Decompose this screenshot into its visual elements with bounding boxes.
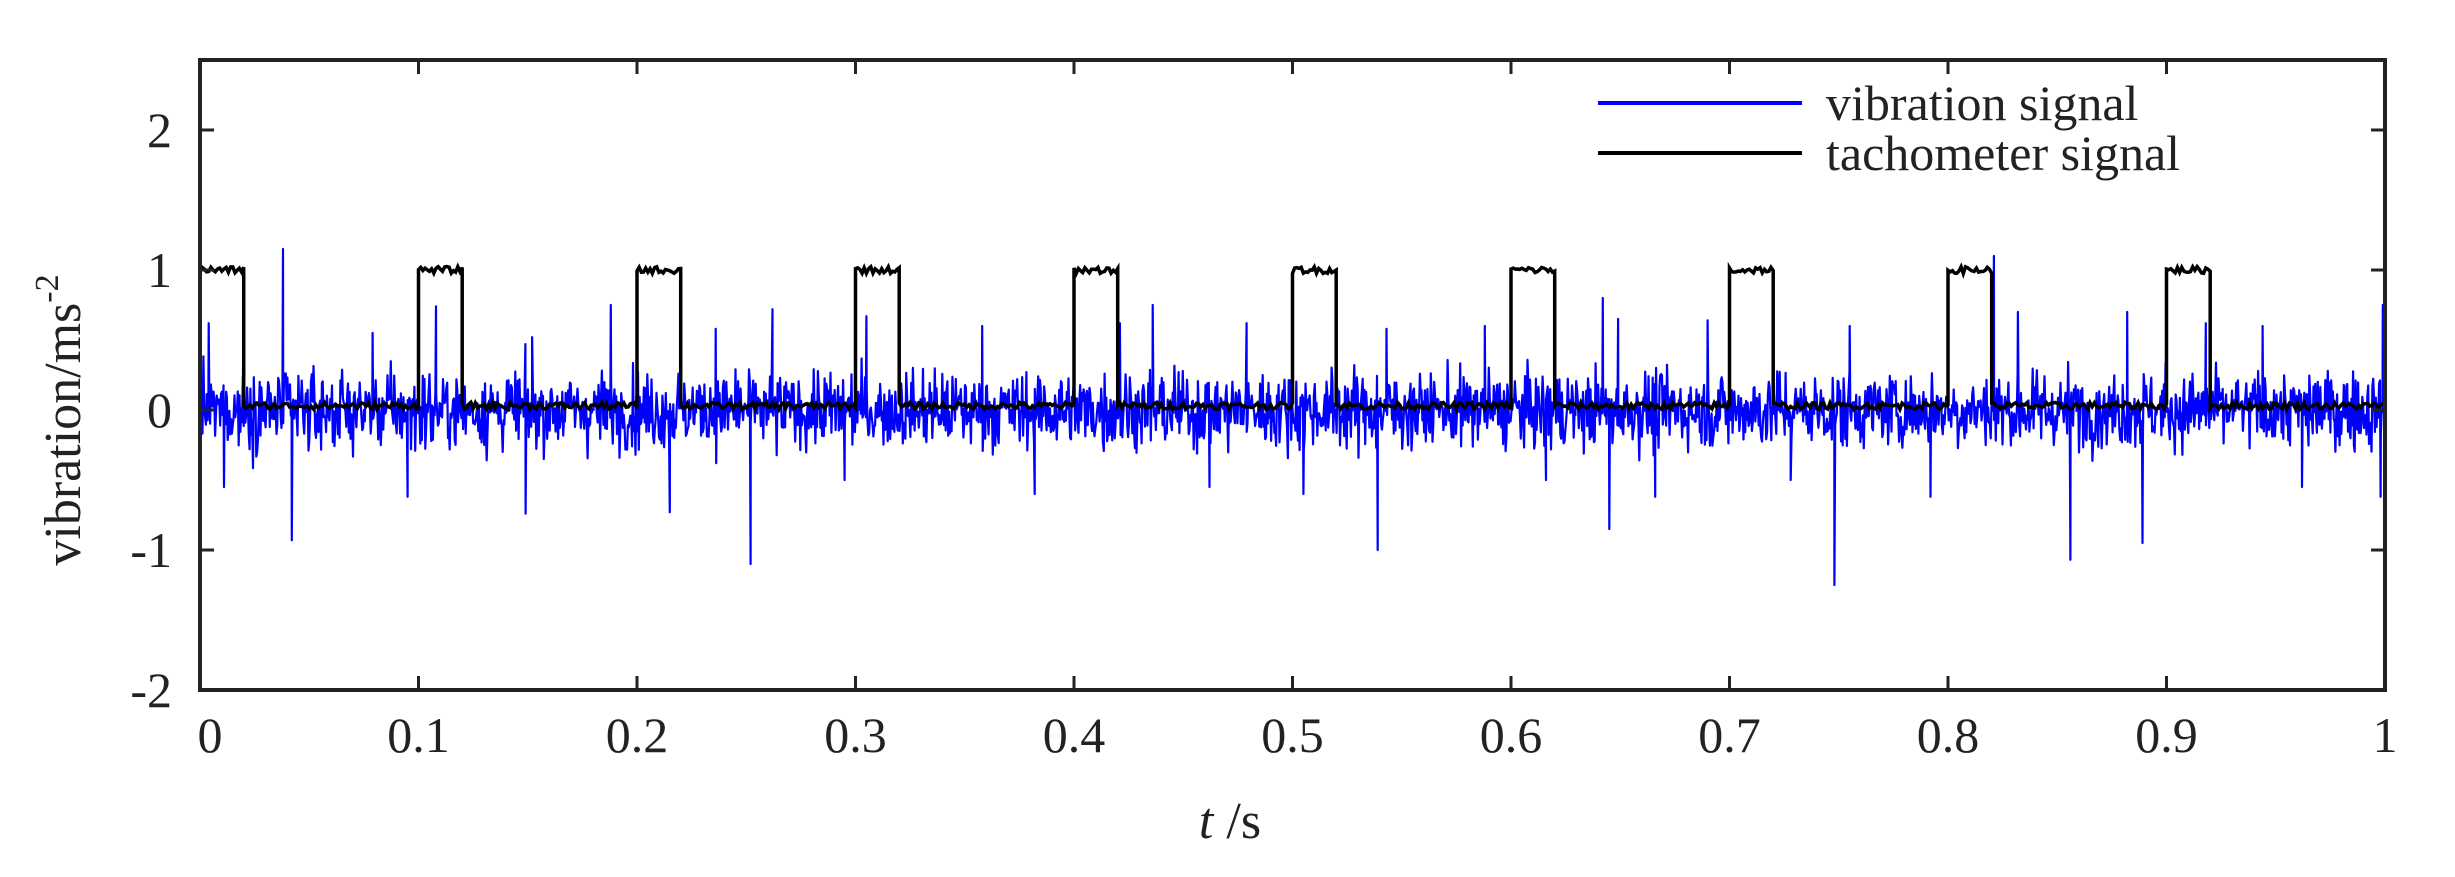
y-ticks: 2 1 0 -1 -2	[130, 102, 2385, 718]
x-tick-label: 0.7	[1698, 707, 1761, 763]
x-tick-label: 0.3	[824, 707, 887, 763]
legend-label-tachometer-signal: tachometer signal	[1826, 125, 2180, 181]
legend: vibration signal tachometer signal	[1598, 75, 2180, 181]
x-tick-label: 0.1	[387, 707, 450, 763]
x-tick-label: 0.4	[1043, 707, 1106, 763]
y-tick-label: 0	[147, 382, 172, 438]
x-ticks: 0 0.1 0.2 0.3 0.4 0.5 0.6 0.7 0.8 0.9 1	[198, 60, 2398, 763]
y-tick-label: 2	[147, 102, 172, 158]
x-tick-label: 0.9	[2135, 707, 2198, 763]
x-tick-label: 0	[198, 707, 223, 763]
x-axis-title: t /s	[1199, 793, 1261, 850]
series-line-tachometer-signal	[198, 261, 2386, 415]
x-tick-label: 1	[2373, 707, 2398, 763]
legend-label-vibration-signal: vibration signal	[1826, 75, 2138, 131]
y-axis-title: vibration/ms-2	[29, 274, 92, 565]
x-tick-label: 0.2	[606, 707, 669, 763]
y-tick-label: -2	[130, 662, 172, 718]
y-tick-label: -1	[130, 522, 172, 578]
y-tick-label: 1	[147, 242, 172, 298]
x-tick-label: 0.6	[1480, 707, 1543, 763]
plot-lines	[198, 247, 2387, 587]
series-line-vibration-signal	[198, 247, 2387, 587]
x-tick-label: 0.8	[1917, 707, 1980, 763]
x-tick-label: 0.5	[1261, 707, 1324, 763]
